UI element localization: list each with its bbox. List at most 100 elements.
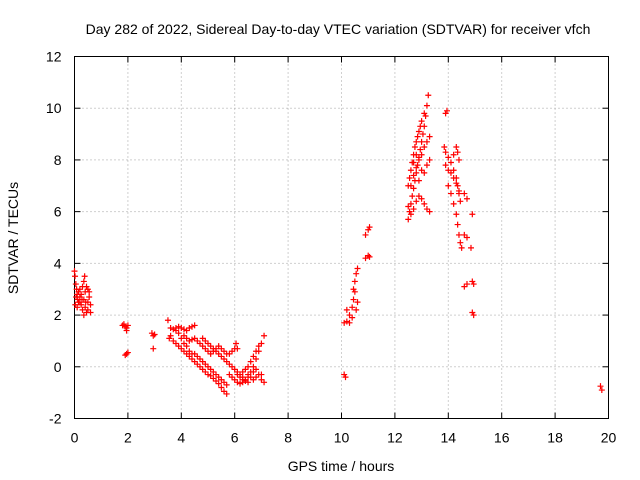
y-tick-label: 10 [46, 100, 62, 116]
data-point [417, 123, 424, 130]
data-point [405, 216, 412, 223]
y-tick-label: 4 [54, 255, 62, 271]
data-point [350, 296, 357, 303]
data-point [450, 175, 457, 182]
data-point [178, 325, 185, 331]
data-point [188, 336, 195, 343]
data-point [183, 343, 190, 350]
data-point [233, 340, 240, 347]
data-point [455, 156, 462, 163]
chart-title: Day 282 of 2022, Sidereal Day-to-day VTE… [86, 21, 591, 37]
data-point [441, 144, 448, 150]
data-point [76, 286, 83, 293]
data-point [426, 156, 433, 163]
data-point [407, 211, 414, 218]
data-point [457, 239, 464, 246]
data-point [354, 265, 361, 272]
data-point [454, 149, 461, 156]
data-point [186, 337, 193, 344]
data-point [454, 221, 461, 228]
x-tick-label: 20 [601, 430, 617, 446]
data-point [447, 159, 454, 166]
data-point [247, 358, 254, 365]
data-point [406, 175, 413, 182]
data-point [418, 195, 425, 202]
data-point [415, 177, 422, 184]
data-point [258, 371, 265, 378]
data-point [218, 384, 225, 391]
data-point [421, 144, 428, 150]
data-point [447, 169, 454, 176]
data-point [413, 198, 420, 205]
data-point [78, 296, 85, 303]
y-tick-label: -2 [49, 411, 62, 427]
data-point [463, 234, 470, 241]
data-point [342, 374, 349, 381]
data-point [417, 146, 424, 153]
data-point [167, 332, 174, 339]
data-point [74, 304, 81, 311]
data-point [186, 325, 193, 331]
data-point [84, 286, 91, 293]
data-point [150, 332, 157, 339]
data-point [442, 149, 449, 156]
data-point [413, 151, 420, 158]
tick-labels: 0 2 4 6 8 10 12 14 16 18 20 -2 0 2 4 6 8 10 12 [46, 49, 617, 446]
x-tick-label: 18 [547, 430, 563, 446]
data-point [250, 353, 257, 360]
data-point [410, 172, 417, 179]
data-point [167, 325, 174, 331]
data-point [423, 138, 430, 145]
data-point [80, 312, 87, 319]
data-point [414, 133, 421, 140]
data-point [455, 187, 462, 194]
data-point [86, 293, 93, 300]
data-point [362, 231, 369, 238]
data-point [253, 348, 260, 355]
data-point [409, 193, 416, 200]
data-point [598, 387, 605, 394]
data-point [80, 278, 87, 285]
data-point [415, 156, 422, 163]
data-point [445, 154, 452, 161]
data-point [349, 314, 356, 321]
data-point [354, 299, 361, 306]
data-point [470, 312, 477, 319]
x-tick-label: 2 [124, 430, 132, 446]
data-point [82, 299, 89, 306]
data-point [418, 138, 425, 145]
data-points [71, 92, 605, 397]
data-point [124, 349, 131, 356]
x-tick-label: 10 [334, 430, 350, 446]
data-point [405, 203, 412, 210]
data-point [346, 319, 353, 326]
data-point [87, 301, 94, 308]
data-point [366, 253, 373, 260]
data-point [411, 144, 418, 150]
data-point [253, 366, 260, 373]
data-point [151, 331, 158, 338]
data-point [407, 182, 414, 189]
y-tick-label: 8 [54, 152, 62, 168]
data-point [124, 322, 131, 329]
data-point [445, 182, 452, 189]
x-axis-label: GPS time / hours [288, 458, 395, 474]
data-point [71, 268, 78, 275]
data-point [365, 252, 372, 259]
x-tick-label: 4 [177, 430, 185, 446]
x-tick-label: 12 [387, 430, 403, 446]
data-point [351, 278, 358, 285]
data-point [447, 190, 454, 197]
data-point [119, 322, 126, 329]
data-point [72, 273, 79, 280]
data-point [81, 273, 88, 280]
grid-lines [74, 56, 609, 419]
y-axis-label: SDTVAR / TECUs [5, 182, 21, 294]
data-point [426, 133, 433, 140]
data-point [413, 138, 420, 145]
data-point [469, 211, 476, 218]
data-point [353, 306, 360, 313]
data-point [425, 92, 432, 99]
data-point [223, 390, 230, 397]
